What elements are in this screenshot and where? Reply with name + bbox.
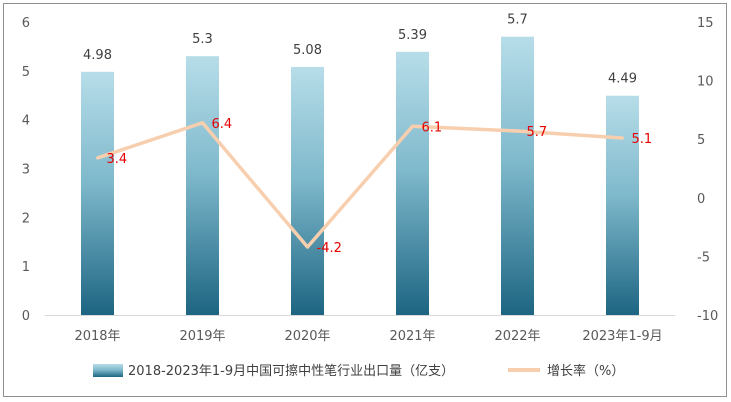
- bar-value-label: 5.39: [398, 28, 427, 43]
- legend-line-label: 增长率（%）: [547, 363, 624, 379]
- x-tick-label: 2021年: [389, 329, 435, 344]
- bar: [501, 36, 534, 316]
- bar: [186, 56, 219, 315]
- growth-value-label: 3.4: [107, 152, 128, 167]
- y-left-tick-label: 6: [22, 16, 30, 31]
- data-labels: 4.98 5.3 5.08 5.39 5.7 4.49 3.4 6.4 -4.2 6.1 5.7 5.…: [83, 13, 652, 256]
- y-left-tick-label: 3: [22, 163, 30, 178]
- line-point: [621, 136, 624, 140]
- line-point: [306, 245, 309, 249]
- y-left-tick-label: 4: [22, 114, 30, 129]
- bar: [606, 95, 639, 315]
- x-tick-label: 2023年1-9月: [582, 329, 662, 344]
- axes: 0 1 2 3 4 5 6 -10 -5 0 5 10 15 2018年 2019年 2020年 2021年 20…: [22, 16, 719, 344]
- growth-value-label: 6.4: [212, 117, 233, 132]
- growth-value-label: 5.7: [527, 125, 548, 140]
- y-left-tick-label: 2: [22, 211, 30, 226]
- y-right-tick-label: 0: [697, 192, 705, 207]
- y-right-tick-label: 15: [697, 16, 714, 31]
- y-left-tick-label: 0: [22, 309, 30, 324]
- bar: [396, 51, 429, 316]
- x-tick-label: 2022年: [494, 329, 540, 344]
- legend-bar-label: 2018-2023年1-9月中国可擦中性笔行业出口量（亿支）: [128, 363, 454, 379]
- bar: [291, 66, 324, 315]
- bars: [81, 36, 639, 316]
- bar: [81, 71, 114, 315]
- y-right-tick-label: 5: [697, 133, 705, 148]
- growth-value-label: 5.1: [632, 132, 653, 147]
- growth-line: [96, 121, 624, 249]
- bar-value-label: 5.08: [293, 43, 322, 58]
- growth-value-label: -4.2: [317, 241, 342, 256]
- bar-value-label: 4.98: [83, 48, 112, 63]
- legend-bar-swatch: [93, 364, 123, 377]
- x-tick-label: 2020年: [284, 329, 330, 344]
- legend: 2018-2023年1-9月中国可擦中性笔行业出口量（亿支） 增长率（%）: [93, 363, 624, 379]
- line-point: [411, 124, 414, 128]
- line-point: [201, 121, 204, 125]
- x-tick-label: 2018年: [74, 329, 120, 344]
- line-point: [96, 156, 99, 160]
- bar-value-label: 4.49: [608, 72, 637, 87]
- bar-value-label: 5.3: [192, 32, 213, 47]
- line-point: [516, 129, 519, 133]
- y-right-tick-label: 10: [697, 75, 714, 90]
- bar-value-label: 5.7: [507, 13, 528, 28]
- y-left-tick-label: 1: [22, 260, 30, 275]
- growth-value-label: 6.1: [422, 120, 443, 135]
- growth-rate-line: [96, 121, 623, 249]
- x-tick-label: 2019年: [179, 329, 225, 344]
- y-right-tick-label: -5: [697, 250, 710, 265]
- y-right-tick-label: -10: [697, 309, 718, 324]
- y-left-tick-label: 5: [22, 65, 30, 80]
